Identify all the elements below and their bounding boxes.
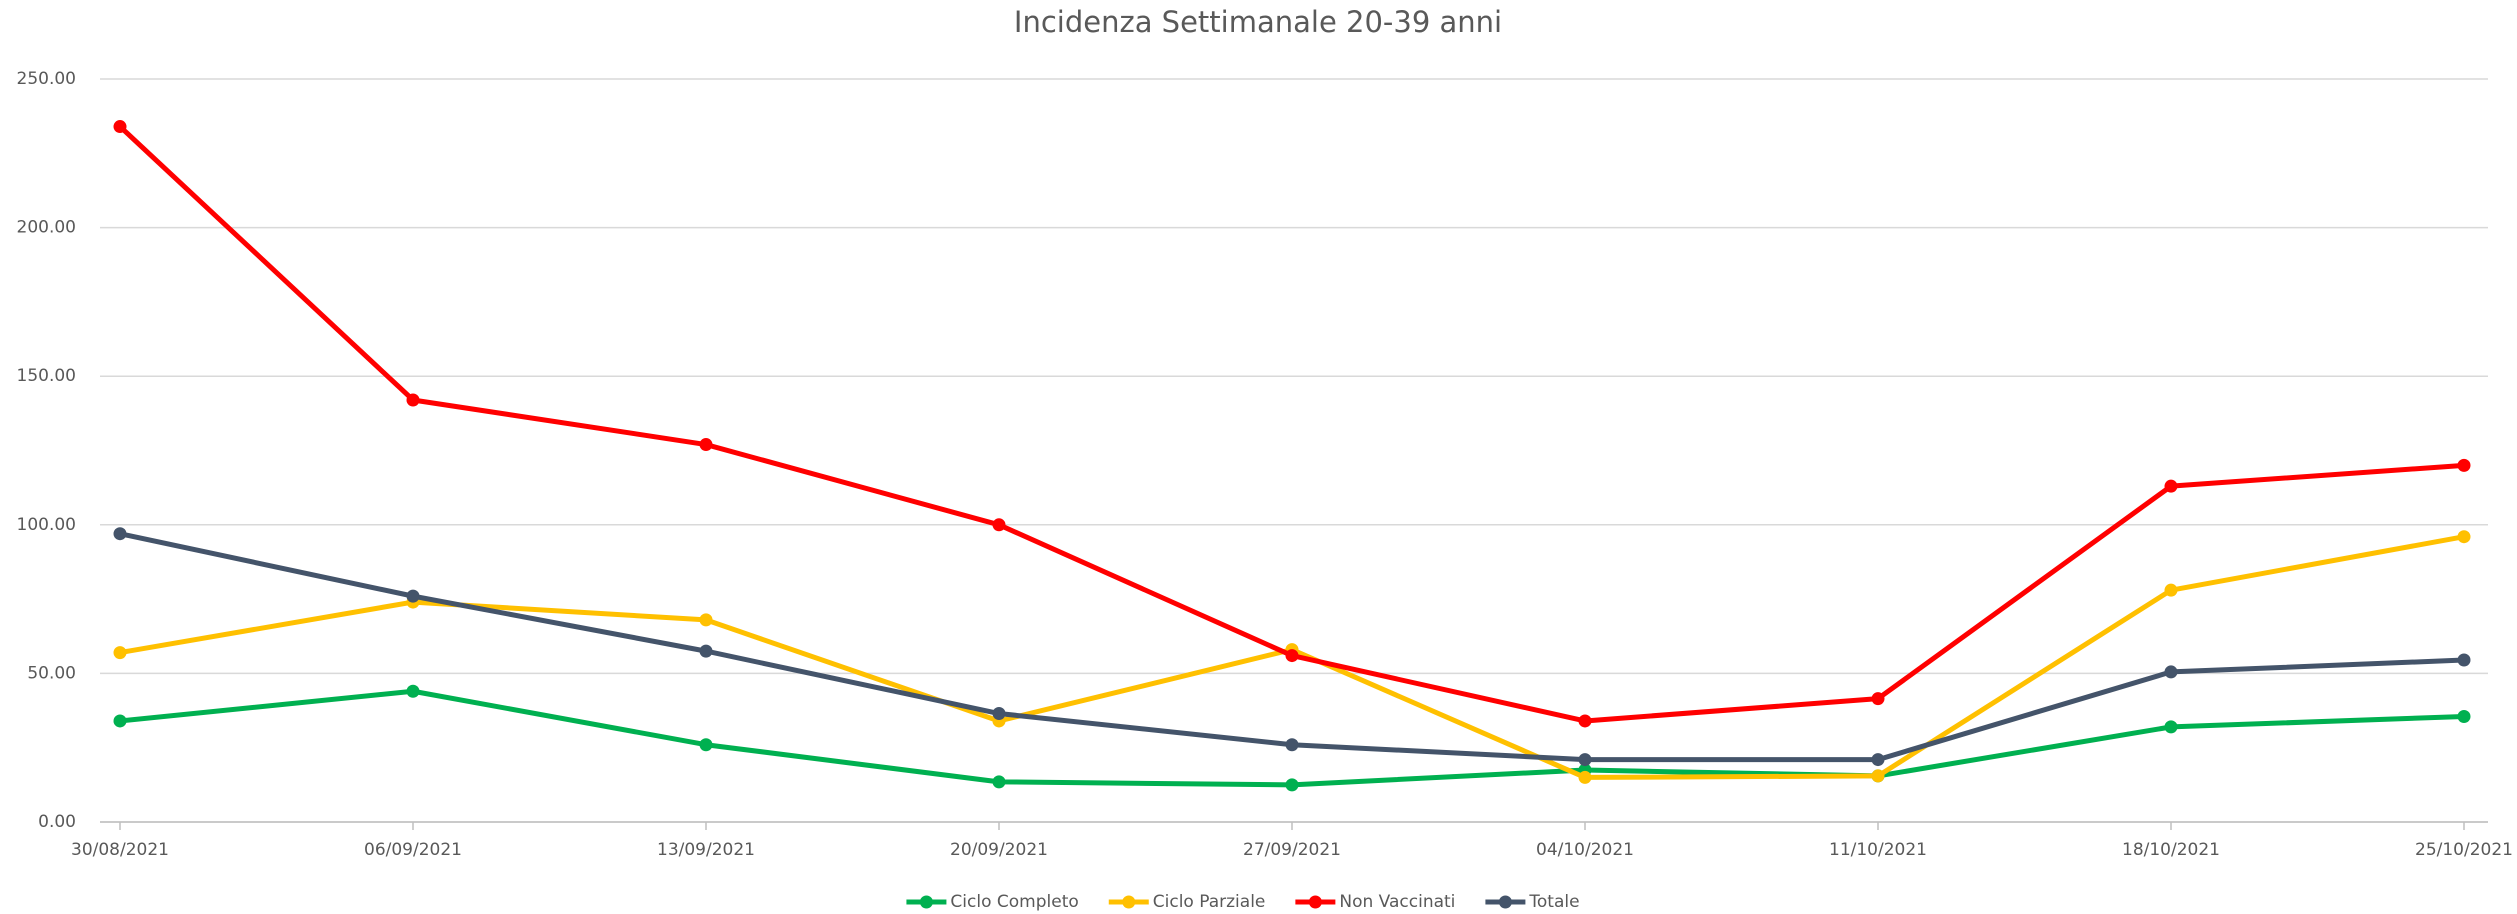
point bbox=[2164, 479, 2178, 493]
point bbox=[992, 707, 1006, 721]
legend-label: Non Vaccinati bbox=[1339, 892, 1455, 912]
point bbox=[699, 738, 713, 752]
point bbox=[1871, 753, 1885, 767]
legend-marker bbox=[919, 895, 933, 909]
x-tick-label: 13/09/2021 bbox=[657, 840, 755, 860]
legend-marker bbox=[1122, 895, 1136, 909]
legend-marker bbox=[1308, 895, 1322, 909]
point bbox=[992, 775, 1006, 789]
legend-label: Totale bbox=[1528, 892, 1579, 912]
x-tick-label: 06/09/2021 bbox=[364, 840, 462, 860]
point bbox=[1285, 649, 1299, 663]
point bbox=[406, 684, 420, 698]
chart-title: Incidenza Settimanale 20-39 anni bbox=[1014, 5, 1502, 39]
point bbox=[699, 644, 713, 658]
x-tick-label: 11/10/2021 bbox=[1829, 840, 1927, 860]
point bbox=[699, 438, 713, 452]
x-tick-label: 04/10/2021 bbox=[1536, 840, 1634, 860]
point bbox=[113, 527, 127, 541]
point bbox=[1578, 770, 1592, 784]
y-tick-label: 250.00 bbox=[17, 69, 76, 89]
point bbox=[406, 393, 420, 407]
point bbox=[1871, 769, 1885, 783]
point bbox=[1578, 714, 1592, 728]
point bbox=[2457, 653, 2471, 667]
point bbox=[113, 714, 127, 728]
y-tick-label: 0.00 bbox=[38, 812, 76, 832]
y-tick-label: 200.00 bbox=[17, 218, 76, 238]
x-tick-label: 25/10/2021 bbox=[2415, 840, 2513, 860]
y-tick-label: 50.00 bbox=[27, 663, 76, 683]
x-tick-label: 18/10/2021 bbox=[2122, 840, 2220, 860]
point bbox=[2457, 530, 2471, 544]
point bbox=[1285, 778, 1299, 792]
point bbox=[1871, 692, 1885, 706]
point bbox=[2164, 720, 2178, 734]
point bbox=[113, 646, 127, 660]
x-tick-label: 27/09/2021 bbox=[1243, 840, 1341, 860]
point bbox=[406, 589, 420, 603]
point bbox=[2164, 583, 2178, 597]
point bbox=[2457, 458, 2471, 472]
point bbox=[1285, 738, 1299, 752]
x-tick-label: 30/08/2021 bbox=[71, 840, 169, 860]
point bbox=[113, 120, 127, 134]
point bbox=[2457, 709, 2471, 723]
point bbox=[2164, 665, 2178, 679]
x-tick-label: 20/09/2021 bbox=[950, 840, 1048, 860]
legend-label: Ciclo Parziale bbox=[1153, 892, 1266, 912]
legend-marker bbox=[1498, 895, 1512, 909]
point bbox=[992, 518, 1006, 532]
y-tick-label: 150.00 bbox=[17, 366, 76, 386]
legend-label: Ciclo Completo bbox=[950, 892, 1078, 912]
point bbox=[1578, 753, 1592, 767]
y-tick-label: 100.00 bbox=[17, 515, 76, 535]
point bbox=[699, 613, 713, 627]
